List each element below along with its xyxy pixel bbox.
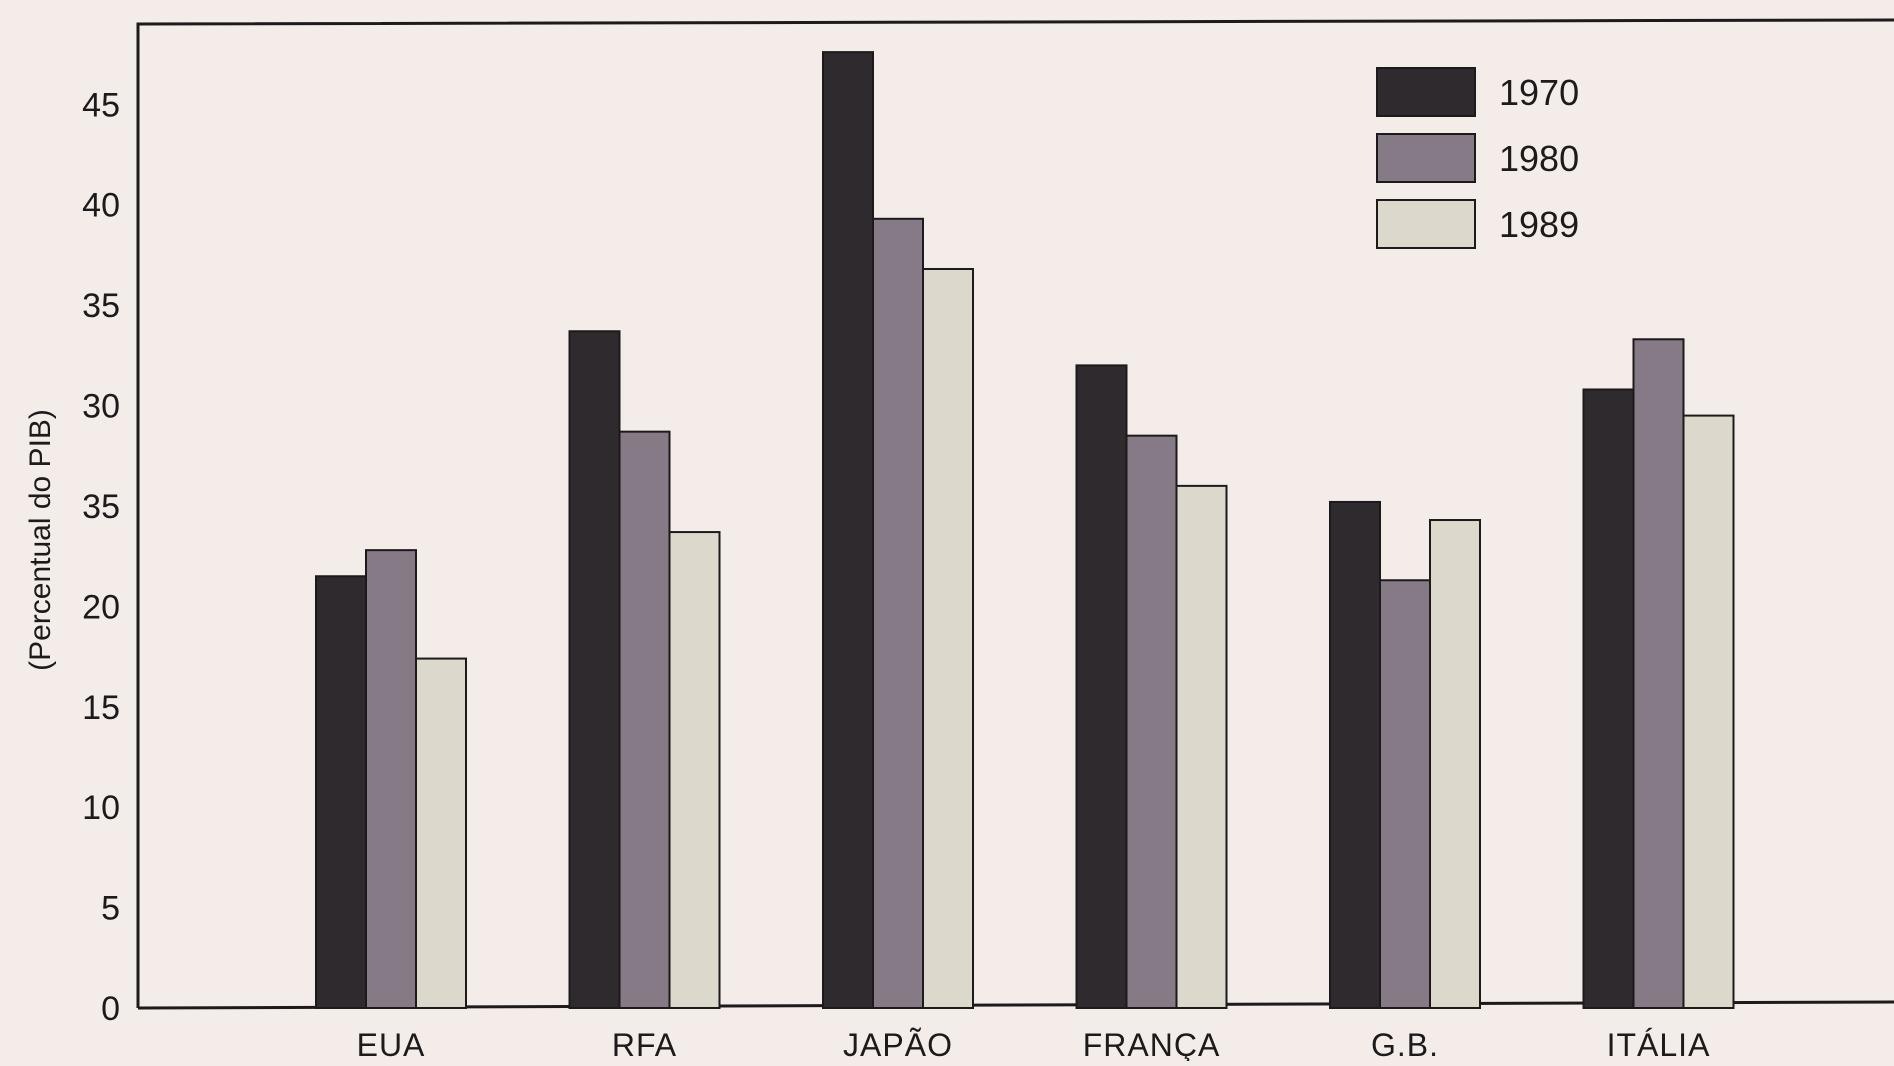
x-category-label: EUA	[357, 1027, 426, 1061]
legend-label-1980: 1980	[1499, 138, 1579, 179]
y-tick-label: 40	[82, 187, 120, 225]
x-category-label: FRANÇA	[1083, 1027, 1221, 1061]
bar-1970-japão	[822, 51, 874, 1010]
y-tick-label: 30	[82, 388, 120, 426]
legend-label-1989: 1989	[1499, 204, 1579, 245]
bar-1970-g.b.	[1329, 500, 1381, 1009]
bar-1989-japão	[922, 267, 974, 1009]
y-tick-label: 45	[82, 86, 120, 124]
legend: 1970 1980 1989	[1376, 67, 1579, 249]
y-tick-label: 5	[101, 890, 120, 928]
legend-label-1970: 1970	[1499, 72, 1579, 113]
bar-1989-frança	[1175, 484, 1228, 1009]
y-tick-label: 10	[82, 789, 120, 827]
y-tick-label: 35	[82, 287, 120, 325]
bar-1980-itália	[1632, 338, 1685, 1010]
y-tick-label: 0	[101, 990, 120, 1028]
bar-1970-itália	[1582, 388, 1635, 1009]
x-category-label: RFA	[612, 1027, 677, 1061]
bar-1970-frança	[1075, 364, 1128, 1009]
legend-swatch-1989	[1376, 199, 1476, 249]
bar-1980-g.b.	[1379, 579, 1431, 1009]
y-tick-label: 35	[82, 488, 120, 526]
bar-1970-eua	[315, 575, 367, 1009]
x-category-label: JAPÃO	[843, 1027, 953, 1061]
bar-1970-rfa	[568, 330, 621, 1010]
bar-1989-rfa	[668, 531, 721, 1009]
labels: 0 5 10 15 20 35 30 35 40 45 (Percentual do PIB) EUA…	[24, 86, 1711, 1063]
plot-frame	[136, 18, 1894, 1008]
y-tick-label: 20	[82, 588, 120, 626]
bar-1989-itália	[1682, 414, 1735, 1009]
y-tick-label: 15	[82, 689, 120, 727]
bar-1980-eua	[365, 549, 417, 1010]
bar-1989-g.b.	[1429, 519, 1481, 1009]
bar-1980-rfa	[618, 430, 671, 1009]
legend-swatch-1980	[1376, 133, 1476, 183]
legend-swatch-1970	[1376, 67, 1476, 117]
bars	[315, 51, 1735, 1010]
x-category-label: ITÁLIA	[1607, 1027, 1711, 1061]
bar-1980-frança	[1125, 434, 1178, 1009]
bar-1980-japão	[872, 217, 924, 1010]
bar-1989-eua	[415, 657, 467, 1009]
x-category-label: G.B.	[1371, 1027, 1439, 1061]
y-axis-label: (Percentual do PIB)	[24, 409, 57, 671]
